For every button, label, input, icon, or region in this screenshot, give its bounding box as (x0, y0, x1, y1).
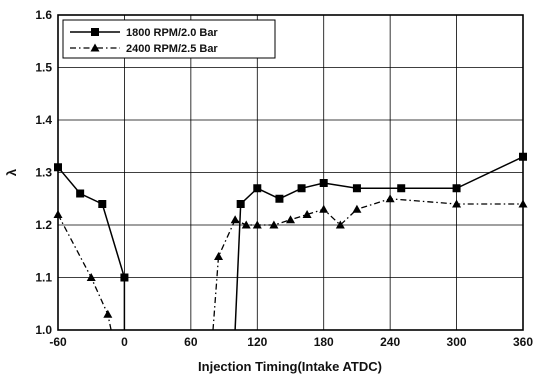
y-tick-label: 1.4 (35, 113, 52, 127)
y-tick-label: 1.2 (35, 218, 52, 232)
legend-marker-square (91, 28, 99, 36)
x-tick-label: 240 (380, 335, 400, 349)
y-tick-labels: 1.0 1.1 1.2 1.3 1.4 1.5 1.6 (35, 8, 52, 337)
y-tick-label: 1.0 (35, 323, 52, 337)
legend-label-2: 2400 RPM/2.5 Bar (126, 43, 218, 55)
data-point-square (237, 200, 245, 208)
x-tick-label: 120 (247, 335, 267, 349)
x-tick-label: 180 (314, 335, 334, 349)
legend-label-1: 1800 RPM/2.0 Bar (126, 27, 218, 39)
y-axis-title: λ (4, 168, 19, 176)
x-axis-title: Injection Timing(Intake ATDC) (198, 359, 382, 374)
data-point-square (253, 184, 261, 192)
data-point-square (298, 184, 306, 192)
data-point-square (320, 179, 328, 187)
data-point-square (98, 200, 106, 208)
x-tick-labels: -60 0 60 120 180 240 300 360 (49, 335, 533, 349)
y-tick-label: 1.1 (35, 271, 52, 285)
data-point-square (76, 190, 84, 198)
x-tick-label: 360 (513, 335, 533, 349)
data-point-square (120, 274, 128, 282)
x-tick-label: 60 (184, 335, 198, 349)
x-tick-label: 300 (447, 335, 467, 349)
data-point-square (397, 184, 405, 192)
data-point-square (353, 184, 361, 192)
y-tick-label: 1.5 (35, 61, 52, 75)
y-tick-label: 1.6 (35, 8, 52, 22)
x-tick-label: -60 (49, 335, 67, 349)
legend: 1800 RPM/2.0 Bar 2400 RPM/2.5 Bar (63, 20, 275, 58)
y-tick-label: 1.3 (35, 166, 52, 180)
x-tick-label: 0 (121, 335, 128, 349)
data-point-square (453, 184, 461, 192)
data-point-square (275, 195, 283, 203)
